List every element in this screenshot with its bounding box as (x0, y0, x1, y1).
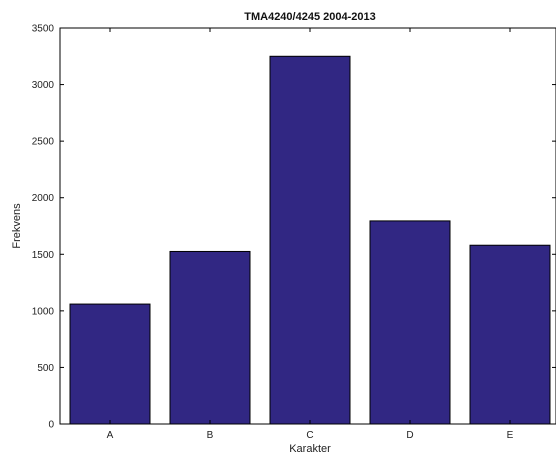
bar-c (269, 55, 351, 425)
y-tick-label: 0 (48, 420, 54, 431)
bars-group (69, 55, 551, 425)
bar-d (369, 220, 451, 425)
y-tick-label: 3000 (32, 80, 55, 91)
bar-e (469, 244, 551, 425)
chart-title: TMA4240/4245 2004-2013 (244, 11, 375, 23)
y-axis: 0 500 1000 1500 2000 2500 3000 3500 (32, 24, 556, 431)
y-tick-label: 1500 (32, 250, 55, 261)
x-tick-label: B (207, 430, 214, 441)
x-tick-label: E (507, 430, 514, 441)
y-tick-label: 1000 (32, 306, 55, 317)
x-tick-label: C (306, 430, 313, 441)
x-axis-label: Karakter (289, 443, 331, 455)
y-tick-label: 2500 (32, 137, 55, 148)
x-tick-label: A (107, 430, 114, 441)
bar-b (169, 250, 251, 425)
y-axis-label: Frekvens (11, 203, 23, 249)
bar-a (69, 303, 151, 425)
y-tick-label: 2000 (32, 193, 55, 204)
x-axis: A B C D E (107, 28, 514, 441)
y-tick-label: 3500 (32, 24, 55, 35)
y-tick-label: 500 (37, 363, 54, 374)
x-tick-label: D (406, 430, 413, 441)
